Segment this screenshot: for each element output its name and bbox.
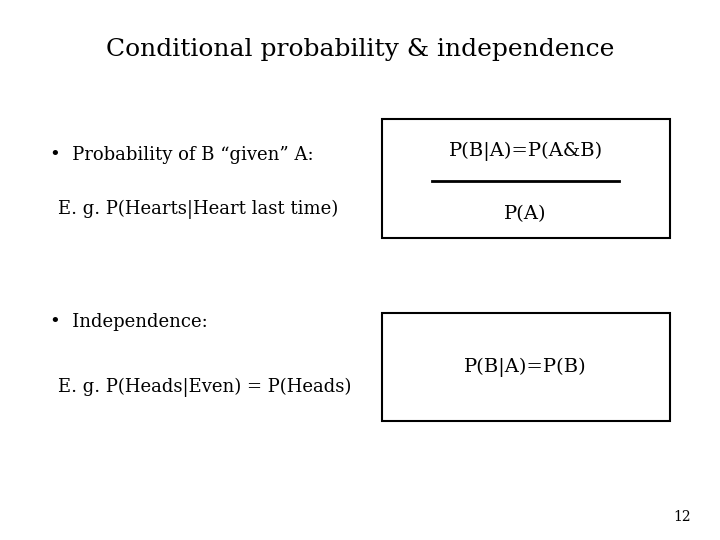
Text: P(A): P(A) xyxy=(504,205,547,223)
Text: P(B|A)=P(B): P(B|A)=P(B) xyxy=(464,357,587,377)
Bar xyxy=(382,313,670,421)
Bar xyxy=(382,119,670,238)
Text: E. g. P(Heads|Even) = P(Heads): E. g. P(Heads|Even) = P(Heads) xyxy=(58,378,351,397)
Text: •  Independence:: • Independence: xyxy=(50,313,208,331)
Text: 12: 12 xyxy=(674,510,691,524)
Text: E. g. P(Hearts|Heart last time): E. g. P(Hearts|Heart last time) xyxy=(58,200,338,219)
Text: P(B|A)=P(A&B): P(B|A)=P(A&B) xyxy=(449,141,603,160)
Text: •  Probability of B “given” A:: • Probability of B “given” A: xyxy=(50,146,314,164)
Text: Conditional probability & independence: Conditional probability & independence xyxy=(106,38,614,61)
